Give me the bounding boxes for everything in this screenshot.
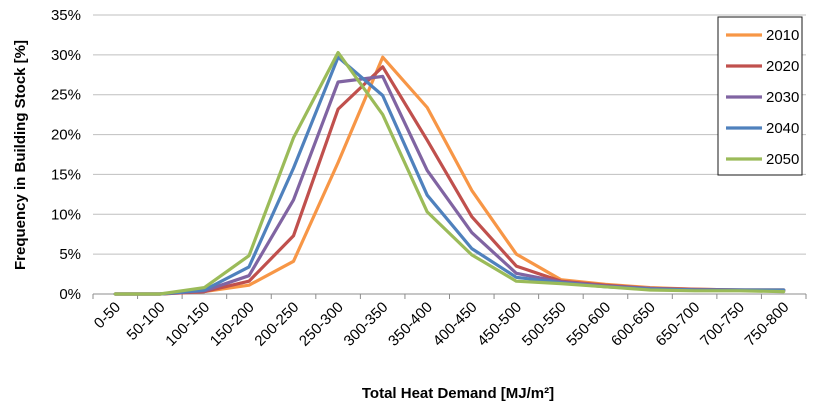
legend-label-2010: 2010 xyxy=(766,27,799,44)
y-tick-label: 10% xyxy=(51,206,81,223)
legend-label-2030: 2030 xyxy=(766,89,799,106)
x-tick-label: 100-150 xyxy=(162,299,213,350)
y-tick-label: 15% xyxy=(51,166,81,183)
x-tick-label: 350-400 xyxy=(385,299,436,350)
x-tick-label: 500-550 xyxy=(519,299,570,350)
y-tick-label: 25% xyxy=(51,87,81,104)
x-tick-label: 300-350 xyxy=(341,299,392,350)
series-line-2050 xyxy=(113,50,786,296)
legend: 2010 2020 2030 2040 2050 xyxy=(717,16,803,176)
x-axis-tick-labels: 0-50 50-100100-150150-200200-250250-30030… xyxy=(91,299,793,350)
x-axis-title: Total Heat Demand [MJ/m²] xyxy=(362,385,554,402)
x-tick-label: 750-800 xyxy=(742,299,793,350)
series-lines xyxy=(113,50,786,296)
x-tick-label: 250-300 xyxy=(296,299,347,350)
y-axis-title: Frequency in Building Stock [%] xyxy=(12,40,29,270)
series-line-2030 xyxy=(113,74,786,296)
x-tick-label: 200-250 xyxy=(251,299,302,350)
x-tick-label: 700-750 xyxy=(697,299,748,350)
y-tick-label: 0% xyxy=(59,286,81,303)
x-tick-label: 0-50 xyxy=(91,299,124,332)
series-line-2020 xyxy=(113,65,786,296)
legend-label-2020: 2020 xyxy=(766,58,799,75)
x-tick-label: 550-600 xyxy=(563,299,614,350)
x-tick-label: 450-500 xyxy=(474,299,525,350)
legend-label-2050: 2050 xyxy=(766,151,799,168)
y-tick-label: 35% xyxy=(51,7,81,24)
y-tick-label: 30% xyxy=(51,47,81,64)
x-tick-label: 400-450 xyxy=(430,299,481,350)
y-tick-label: 20% xyxy=(51,127,81,144)
legend-label-2040: 2040 xyxy=(766,120,799,137)
x-tick-label: 600-650 xyxy=(608,299,659,350)
x-tick-label: 150-200 xyxy=(207,299,258,350)
y-tick-label: 5% xyxy=(59,246,81,263)
x-tick-label: 650-700 xyxy=(652,299,703,350)
gridlines xyxy=(92,14,807,299)
y-axis-tick-labels: 0% 5% 10% 15% 20% 25% 30% 35% xyxy=(51,7,81,303)
